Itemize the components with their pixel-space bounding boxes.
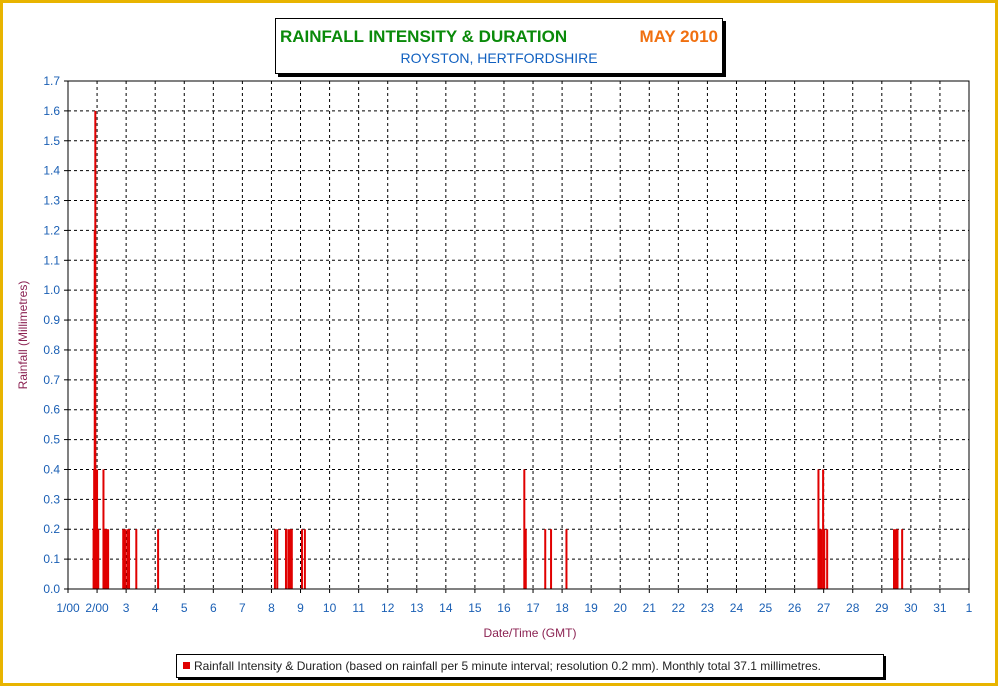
- rainfall-bar: [820, 529, 823, 589]
- y-tick-label: 0.2: [43, 522, 60, 536]
- y-tick-label: 0.5: [43, 433, 60, 447]
- x-tick-label: 2/00: [85, 601, 109, 615]
- legend-label: Rainfall Intensity & Duration (based on …: [194, 659, 821, 673]
- y-tick-label: 0.1: [43, 552, 60, 566]
- x-tick-label: 15: [468, 601, 482, 615]
- y-tick-label: 1.3: [43, 194, 60, 208]
- rainfall-bar: [287, 529, 290, 589]
- chart-subtitle-location: ROYSTON, HERTFORDSHIRE: [400, 50, 598, 66]
- rainfall-bar: [818, 529, 821, 589]
- rainfall-bar: [544, 529, 547, 589]
- x-tick-label: 24: [730, 601, 744, 615]
- rainfall-bar: [894, 529, 897, 589]
- x-tick-label: 30: [904, 601, 918, 615]
- x-tick-label: 23: [701, 601, 715, 615]
- x-tick-label: 12: [381, 601, 395, 615]
- rainfall-bar: [135, 529, 138, 589]
- x-tick-label: 26: [788, 601, 802, 615]
- y-tick-label: 0.3: [43, 492, 60, 506]
- x-tick-label: 11: [352, 601, 365, 615]
- x-tick-label: 28: [846, 601, 860, 615]
- rainfall-bar: [126, 529, 129, 589]
- rainfall-bar: [289, 529, 292, 589]
- rainfall-bar: [565, 529, 568, 589]
- rainfall-bar: [901, 529, 904, 589]
- legend-swatch: [183, 662, 190, 669]
- x-axis-label: Date/Time (GMT): [484, 626, 577, 640]
- rainfall-bar: [157, 529, 160, 589]
- y-tick-label: 1.7: [43, 74, 60, 88]
- y-tick-label: 1.2: [43, 223, 60, 237]
- rainfall-bar: [102, 469, 105, 589]
- x-tick-label: 3: [123, 601, 130, 615]
- rainfall-bar: [122, 529, 125, 589]
- rainfall-bar: [524, 529, 527, 589]
- x-tick-label: 16: [497, 601, 511, 615]
- y-tick-label: 0.0: [43, 582, 60, 596]
- y-tick-label: 0.8: [43, 343, 60, 357]
- chart-legend: Rainfall Intensity & Duration (based on …: [176, 654, 884, 678]
- rainfall-bar: [826, 529, 829, 589]
- rainfall-bar: [550, 529, 553, 589]
- rainfall-bar: [893, 529, 896, 589]
- y-tick-label: 1.1: [43, 253, 60, 267]
- rainfall-bar: [822, 469, 825, 589]
- rainfall-bar: [96, 469, 99, 589]
- x-tick-label: 7: [239, 601, 246, 615]
- rainfall-bar: [107, 529, 110, 589]
- rainfall-bar: [97, 529, 100, 589]
- rainfall-bar: [300, 529, 303, 589]
- rainfall-bar: [896, 529, 899, 589]
- y-axis-label: Rainfall (Millimetres): [16, 281, 30, 390]
- y-tick-label: 1.0: [43, 283, 60, 297]
- y-tick-label: 0.6: [43, 403, 60, 417]
- x-tick-label: 21: [643, 601, 657, 615]
- x-tick-label: 22: [672, 601, 686, 615]
- rainfall-bar: [94, 110, 97, 589]
- plot-area-border: [67, 80, 970, 590]
- rainfall-bar: [276, 529, 279, 589]
- y-tick-label: 1.4: [43, 164, 60, 178]
- rainfall-bar: [284, 529, 287, 589]
- x-tick-label: 17: [526, 601, 540, 615]
- rainfall-bar: [128, 529, 131, 589]
- rainfall-bar: [273, 529, 276, 589]
- x-tick-label: 10: [323, 601, 337, 615]
- x-tick-label: 1/00: [56, 601, 80, 615]
- y-tick-label: 1.5: [43, 134, 60, 148]
- x-tick-label: 27: [817, 601, 831, 615]
- chart-title-box: RAINFALL INTENSITY & DURATION MAY 2010 R…: [275, 18, 723, 74]
- x-tick-label: 13: [410, 601, 424, 615]
- x-tick-label: 14: [439, 601, 453, 615]
- x-tick-label: 8: [268, 601, 275, 615]
- y-tick-label: 0.4: [43, 462, 60, 476]
- rainfall-bar: [817, 469, 820, 589]
- rainfall-bar: [523, 469, 526, 589]
- chart-title-month: MAY 2010: [639, 27, 718, 46]
- x-tick-label: 1: [966, 601, 973, 615]
- y-tick-label: 0.9: [43, 313, 60, 327]
- rainfall-bar: [103, 529, 106, 589]
- x-tick-label: 4: [152, 601, 159, 615]
- rainfall-bar: [303, 529, 306, 589]
- x-tick-label: 25: [759, 601, 773, 615]
- rainfall-bar: [123, 529, 126, 589]
- rainfall-bar: [104, 529, 107, 589]
- y-tick-label: 1.6: [43, 104, 60, 118]
- x-tick-label: 29: [875, 601, 889, 615]
- x-tick-label: 31: [933, 601, 947, 615]
- x-tick-label: 5: [181, 601, 188, 615]
- x-tick-label: 18: [555, 601, 569, 615]
- rainfall-bar: [105, 529, 108, 589]
- chart-title: RAINFALL INTENSITY & DURATION: [280, 27, 568, 46]
- x-tick-label: 19: [584, 601, 598, 615]
- x-tick-label: 9: [297, 601, 304, 615]
- x-tick-label: 20: [614, 601, 628, 615]
- rainfall-bar: [823, 529, 826, 589]
- rainfall-bar: [290, 529, 293, 589]
- y-tick-label: 0.7: [43, 373, 60, 387]
- x-tick-label: 6: [210, 601, 217, 615]
